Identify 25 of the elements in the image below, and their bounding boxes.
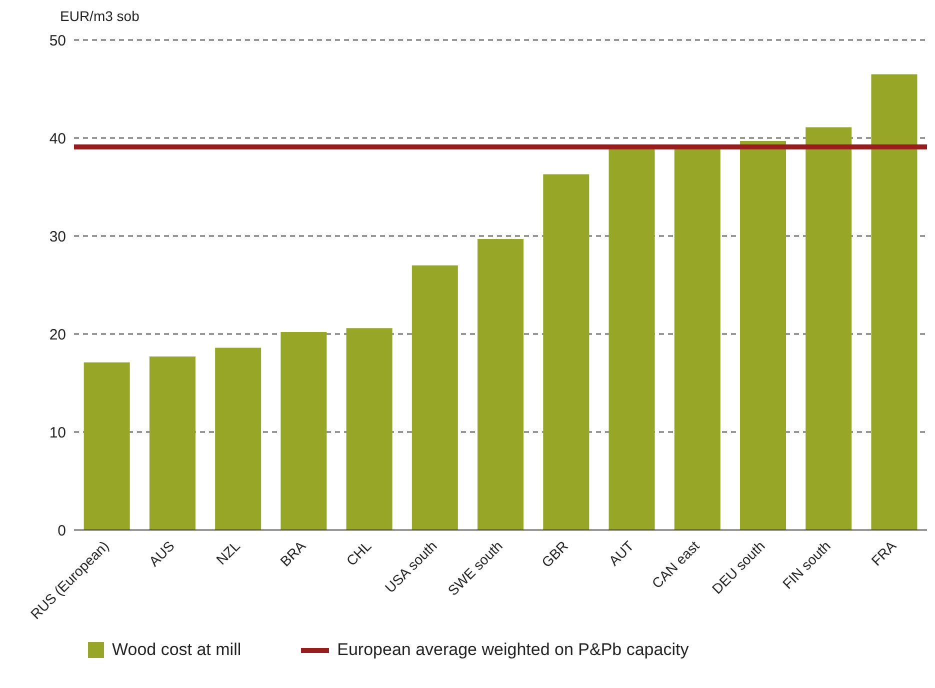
bar	[740, 140, 786, 530]
bar	[543, 174, 590, 530]
x-tick-label: NZL	[212, 537, 244, 568]
bar	[674, 148, 720, 530]
y-tick-label: 40	[49, 130, 66, 148]
legend-label: European average weighted on P&Pb capacity	[337, 640, 689, 660]
x-tick-label: BRA	[276, 537, 310, 570]
x-tick-label: FRA	[868, 537, 900, 569]
bar	[149, 356, 196, 530]
x-tick-label: CHL	[343, 537, 374, 569]
bar	[215, 348, 262, 530]
y-tick-label: 50	[49, 32, 66, 50]
y-tick-label: 30	[49, 228, 66, 246]
bar	[84, 362, 130, 530]
bar	[806, 127, 852, 530]
bar	[412, 265, 458, 530]
bar	[280, 332, 327, 530]
y-axis-title: EUR/m3 sob	[59, 8, 140, 26]
y-tick-label: 20	[49, 326, 66, 344]
y-tick-label: 0	[58, 522, 66, 540]
y-tick-label: 10	[49, 424, 66, 442]
bar	[346, 328, 392, 530]
bar	[478, 238, 524, 530]
bar	[871, 74, 918, 530]
legend-label: Wood cost at mill	[112, 640, 242, 660]
